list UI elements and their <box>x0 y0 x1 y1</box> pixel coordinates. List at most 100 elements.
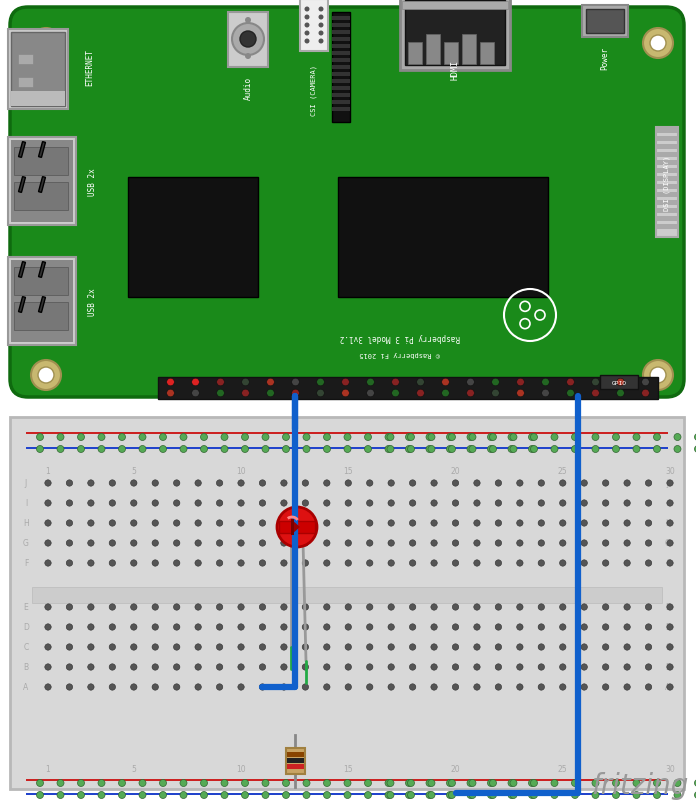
Circle shape <box>238 624 244 630</box>
Circle shape <box>173 560 180 567</box>
Bar <box>26 779 668 781</box>
Circle shape <box>262 779 269 787</box>
Circle shape <box>280 480 287 487</box>
Bar <box>286 748 305 774</box>
Circle shape <box>238 480 244 487</box>
Circle shape <box>345 500 351 507</box>
Circle shape <box>603 540 609 547</box>
Circle shape <box>221 792 228 799</box>
Circle shape <box>388 684 395 690</box>
Circle shape <box>57 446 64 453</box>
Circle shape <box>173 520 180 526</box>
Circle shape <box>302 624 308 630</box>
Circle shape <box>551 446 558 453</box>
Circle shape <box>109 560 116 567</box>
Text: 15: 15 <box>343 765 353 774</box>
Circle shape <box>277 508 317 547</box>
Bar <box>402 2 508 10</box>
Circle shape <box>581 644 587 650</box>
Bar <box>332 73 350 77</box>
Circle shape <box>452 540 459 547</box>
Circle shape <box>392 390 400 397</box>
Circle shape <box>407 779 415 787</box>
Circle shape <box>88 664 94 671</box>
Text: 10: 10 <box>236 765 246 774</box>
Circle shape <box>195 540 201 547</box>
Circle shape <box>516 390 524 397</box>
Circle shape <box>516 604 523 611</box>
Circle shape <box>645 540 651 547</box>
Circle shape <box>469 779 476 787</box>
Circle shape <box>645 644 651 650</box>
Circle shape <box>367 644 373 650</box>
Bar <box>656 129 678 134</box>
Circle shape <box>260 644 266 650</box>
Circle shape <box>324 434 331 441</box>
Circle shape <box>667 540 673 547</box>
Circle shape <box>159 434 166 441</box>
Circle shape <box>139 446 146 453</box>
Bar <box>228 13 268 68</box>
Bar <box>656 169 678 174</box>
Text: DSI (DISPLAY): DSI (DISPLAY) <box>664 155 670 210</box>
Circle shape <box>280 664 287 671</box>
Circle shape <box>292 390 299 397</box>
Circle shape <box>344 434 351 441</box>
Circle shape <box>560 684 566 690</box>
Circle shape <box>431 624 437 630</box>
FancyArrow shape <box>38 298 45 313</box>
Circle shape <box>528 446 535 453</box>
Circle shape <box>387 779 394 787</box>
Text: J: J <box>25 479 27 488</box>
Circle shape <box>624 540 631 547</box>
Circle shape <box>280 560 287 567</box>
Circle shape <box>431 540 437 547</box>
Circle shape <box>345 480 351 487</box>
Circle shape <box>118 779 125 787</box>
Circle shape <box>88 684 94 690</box>
Circle shape <box>77 434 84 441</box>
Bar <box>462 35 476 65</box>
Circle shape <box>98 792 105 799</box>
Text: 25: 25 <box>558 765 567 774</box>
Circle shape <box>302 664 308 671</box>
Bar <box>332 52 350 56</box>
Text: E: E <box>24 603 29 611</box>
Bar <box>332 87 350 91</box>
Circle shape <box>426 779 433 787</box>
Circle shape <box>152 644 159 650</box>
Bar <box>444 43 458 65</box>
Circle shape <box>66 604 72 611</box>
FancyArrow shape <box>38 262 45 278</box>
Bar <box>11 141 73 223</box>
Circle shape <box>633 446 640 453</box>
Circle shape <box>645 604 651 611</box>
Circle shape <box>66 624 72 630</box>
Circle shape <box>345 560 351 567</box>
Circle shape <box>66 540 72 547</box>
Circle shape <box>581 560 587 567</box>
Circle shape <box>510 446 517 453</box>
Text: C: C <box>665 642 671 652</box>
Text: USB 2x: USB 2x <box>88 168 97 195</box>
Circle shape <box>474 520 480 526</box>
Circle shape <box>36 446 44 453</box>
Circle shape <box>191 379 199 386</box>
Circle shape <box>200 792 207 799</box>
Circle shape <box>324 664 330 671</box>
Circle shape <box>45 624 52 630</box>
Circle shape <box>31 361 61 391</box>
Circle shape <box>674 446 681 453</box>
Circle shape <box>674 779 681 787</box>
Circle shape <box>560 560 566 567</box>
FancyArrow shape <box>19 262 26 278</box>
Bar <box>656 208 678 214</box>
Circle shape <box>195 560 201 567</box>
Circle shape <box>344 792 351 799</box>
Circle shape <box>109 480 116 487</box>
Text: H: H <box>665 519 671 528</box>
Text: 5: 5 <box>132 467 136 476</box>
Circle shape <box>388 500 395 507</box>
Circle shape <box>77 792 84 799</box>
Bar <box>332 24 350 28</box>
